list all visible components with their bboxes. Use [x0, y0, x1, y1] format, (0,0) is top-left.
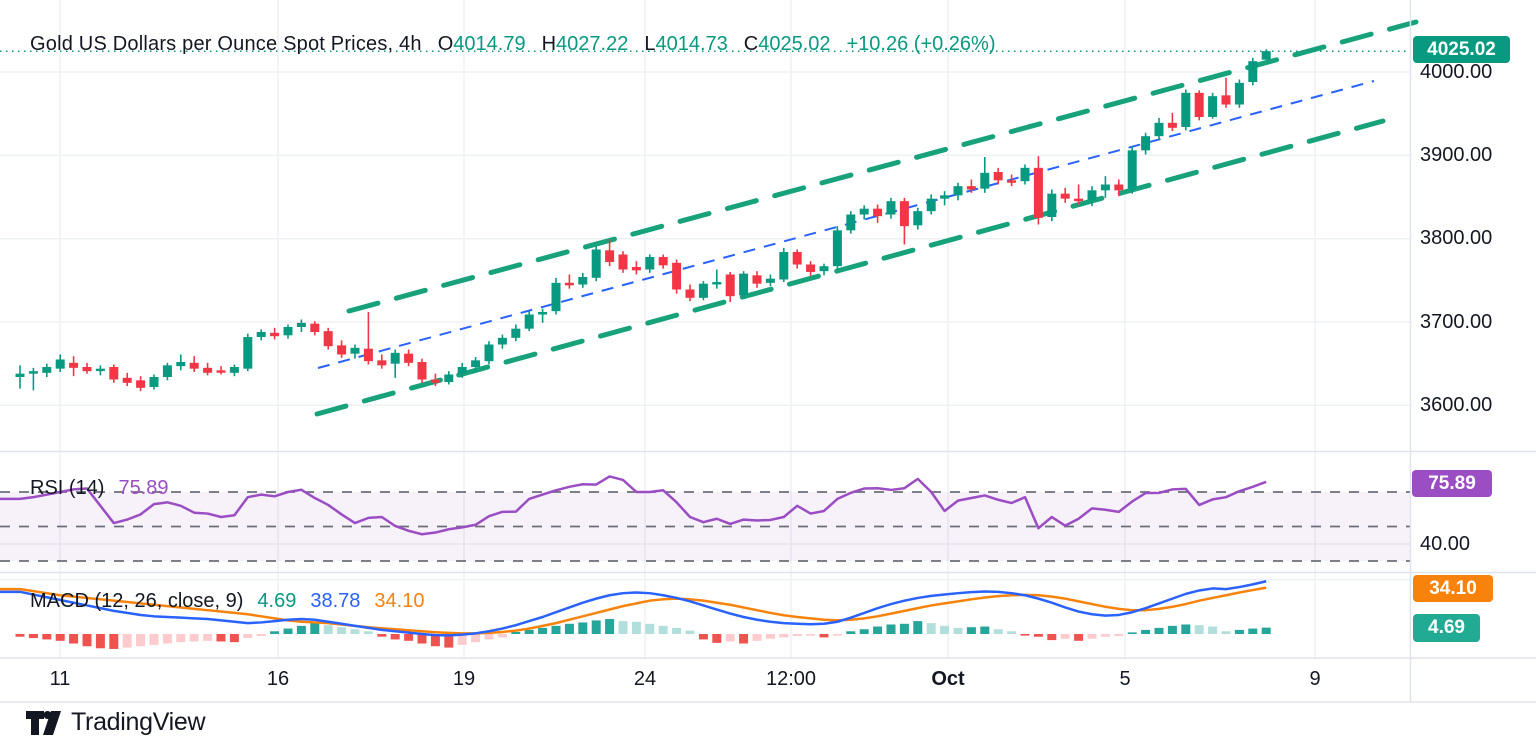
time-tick-label: Oct — [931, 668, 965, 690]
macd-hist-value: 4.69 — [257, 590, 297, 612]
price-tick-label: 3700.00 — [1420, 311, 1493, 333]
time-tick-label: 11 — [49, 668, 71, 690]
price-axis[interactable]: 4000.00 3900.00 3800.00 3700.00 3600.00 40.00 — [1411, 0, 1536, 702]
ohlc-close: C4025.02 — [743, 33, 831, 55]
rsi-title: RSI (14) — [30, 477, 105, 499]
macd-legend: MACD (12, 26, close, 9) 4.69 38.78 34.10 — [30, 590, 424, 613]
price-tick-label: 4000.00 — [1420, 61, 1493, 83]
time-tick-label: 5 — [1119, 668, 1131, 690]
macd-signal-value: 34.10 — [374, 590, 425, 612]
ohlc-high: H4027.22 — [541, 33, 629, 55]
macd-hist-badge: 4.69 — [1413, 614, 1480, 642]
time-tick-label: 9 — [1309, 668, 1321, 690]
price-tick-label: 3800.00 — [1420, 227, 1493, 249]
signal-line — [0, 586, 1267, 635]
tradingview-logo[interactable]: TradingView — [26, 708, 206, 737]
macd-title: MACD (12, 26, close, 9) — [30, 590, 244, 612]
rsi-line — [0, 475, 1267, 536]
macd-histogram — [15, 619, 1271, 649]
ohlc-low: L4014.73 — [644, 33, 728, 55]
channel-lower-line — [314, 118, 1386, 417]
macd-line — [0, 580, 1267, 637]
price-tick-label: 40.00 — [1420, 533, 1471, 555]
last-price-badge: 4025.02 — [1413, 36, 1510, 63]
channel-mid-line — [317, 80, 1375, 369]
macd-line-value: 38.78 — [310, 590, 361, 612]
rsi-value: 75.89 — [118, 477, 169, 499]
tradingview-logo-text: TradingView — [71, 708, 206, 736]
chart-legend: Gold US Dollars per Ounce Spot Prices, 4… — [30, 33, 996, 56]
tradingview-logo-icon — [26, 710, 61, 735]
time-tick-label: 12:00 — [765, 668, 817, 690]
candles — [15, 49, 1271, 392]
rsi-legend: RSI (14) 75.89 — [30, 477, 169, 500]
time-tick-label: 16 — [266, 668, 290, 690]
ohlc-open: O4014.79 — [437, 33, 526, 55]
macd-signal-badge: 34.10 — [1413, 575, 1493, 602]
price-tick-label: 3900.00 — [1420, 144, 1493, 166]
price-tick-label: 3600.00 — [1420, 394, 1493, 416]
symbol-title: Gold US Dollars per Ounce Spot Prices, 4… — [30, 33, 422, 55]
channel-upper-line — [346, 19, 1419, 314]
time-tick-label: 19 — [452, 668, 476, 690]
time-axis[interactable]: 11 16 19 24 12:00 Oct 5 9 — [0, 658, 1536, 702]
rsi-value-badge: 75.89 — [1412, 470, 1492, 497]
change-text: +10.26 (+0.26%) — [846, 33, 996, 55]
time-tick-label: 24 — [633, 668, 657, 690]
